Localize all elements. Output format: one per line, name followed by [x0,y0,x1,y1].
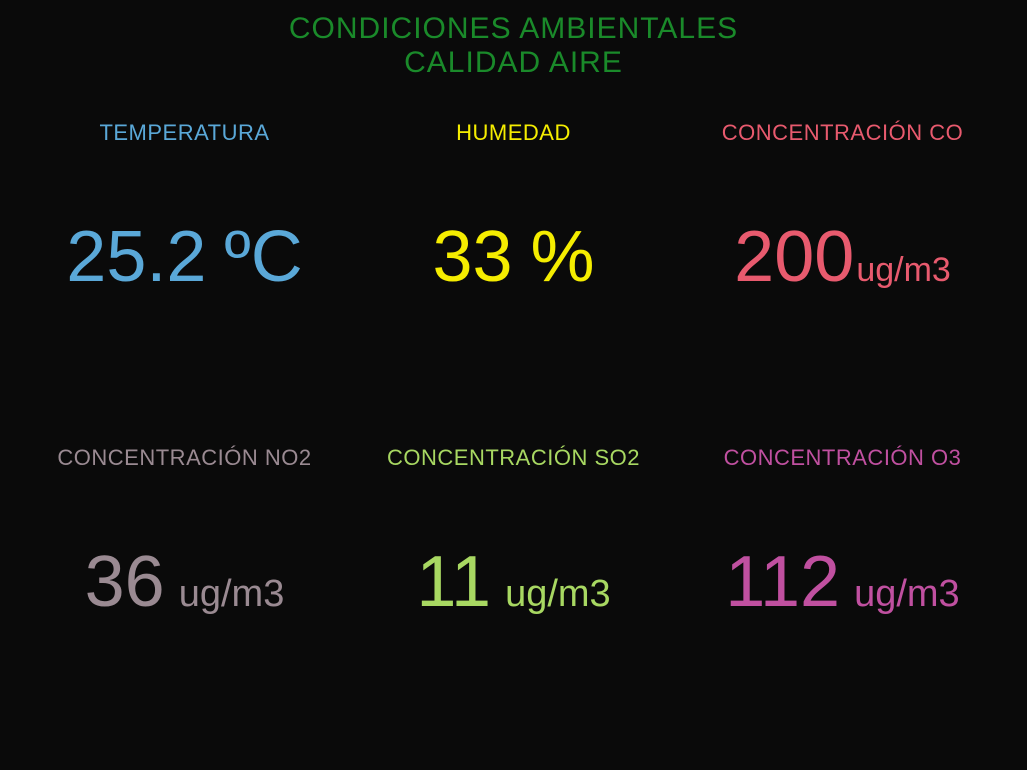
header-line-1: CONDICIONES AMBIENTALES [0,12,1027,46]
tile-temperature-unit: ºC [224,216,302,298]
tile-no2-label: CONCENTRACIÓN NO2 [57,445,311,471]
header-line-2: CALIDAD AIRE [0,46,1027,80]
dashboard-container: CONDICIONES AMBIENTALES CALIDAD AIRE TEM… [0,0,1027,770]
tile-co-value: 200 [734,216,854,298]
tile-no2-unit: ug/m3 [179,573,285,616]
tile-temperature: TEMPERATURA 25.2 ºC [20,90,349,415]
tile-co-value-row: 200 ug/m3 [734,216,951,298]
tile-temperature-value: 25.2 [66,216,206,298]
tile-o3-value: 112 [725,541,840,623]
tile-so2-value: 11 [416,541,491,623]
tile-o3-label: CONCENTRACIÓN O3 [724,445,962,471]
tile-humidity-unit: % [531,216,595,298]
tile-temperature-label: TEMPERATURA [99,120,269,146]
tile-no2-value-row: 36 ug/m3 [85,541,285,623]
tile-so2-unit: ug/m3 [505,573,611,616]
tile-o3-value-row: 112 ug/m3 [725,541,959,623]
tile-so2: CONCENTRACIÓN SO2 11 ug/m3 [349,415,678,740]
tile-no2: CONCENTRACIÓN NO2 36 ug/m3 [20,415,349,740]
tiles-grid: TEMPERATURA 25.2 ºC HUMEDAD 33 % CONCENT… [0,90,1027,770]
tile-no2-value: 36 [85,541,165,623]
tile-temperature-value-row: 25.2 ºC [66,216,302,298]
tile-o3-unit: ug/m3 [854,573,960,616]
tile-humidity: HUMEDAD 33 % [349,90,678,415]
tile-o3: CONCENTRACIÓN O3 112 ug/m3 [678,415,1007,740]
tile-humidity-value-row: 33 % [432,216,594,298]
tile-so2-value-row: 11 ug/m3 [416,541,610,623]
dashboard-header: CONDICIONES AMBIENTALES CALIDAD AIRE [0,0,1027,90]
tile-co-label: CONCENTRACIÓN CO [722,120,963,146]
tile-so2-label: CONCENTRACIÓN SO2 [387,445,640,471]
tile-humidity-label: HUMEDAD [456,120,571,146]
tile-humidity-value: 33 [432,216,512,298]
tile-co-unit: ug/m3 [856,251,951,290]
tile-co: CONCENTRACIÓN CO 200 ug/m3 [678,90,1007,415]
